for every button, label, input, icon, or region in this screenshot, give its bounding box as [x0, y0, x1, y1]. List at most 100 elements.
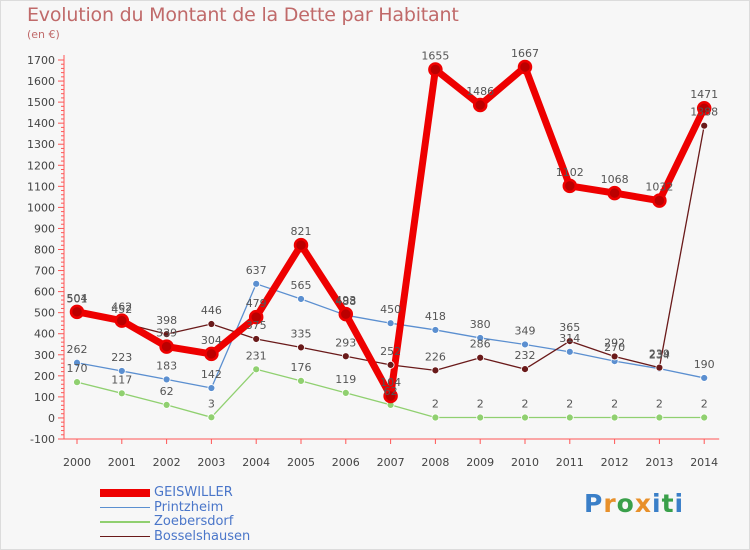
data-point [386, 360, 395, 369]
data-point [159, 339, 174, 354]
data-point [69, 304, 85, 320]
data-point [696, 100, 712, 116]
data-point [700, 374, 709, 382]
data-label: 314 [559, 332, 580, 345]
data-point [562, 178, 578, 194]
data-label: 452 [111, 303, 132, 316]
data-label: 1486 [466, 85, 494, 98]
data-point [476, 413, 485, 422]
data-point [114, 313, 130, 328]
data-point [565, 413, 574, 422]
data-label: 821 [291, 225, 312, 238]
data-label: 565 [291, 279, 312, 292]
data-label: 501 [67, 292, 88, 305]
data-point [431, 413, 440, 422]
logo-letter: i [652, 489, 662, 518]
data-point [472, 97, 488, 113]
data-point [73, 378, 81, 387]
data-label: 493 [335, 294, 356, 307]
x-tick-label: 2007 [377, 456, 405, 469]
data-label: 2 [477, 398, 484, 411]
logo-letter: o [616, 489, 635, 518]
y-tick-label: 700 [34, 265, 55, 278]
data-label: 1102 [556, 166, 584, 179]
data-point [521, 413, 529, 422]
data-label: 239 [649, 348, 670, 361]
data-point [565, 347, 574, 356]
data-label: 117 [111, 373, 132, 386]
logo-letter: r [603, 489, 617, 518]
data-label: 170 [67, 362, 88, 375]
data-point [386, 319, 395, 328]
data-point [607, 185, 622, 201]
data-label: 488 [335, 295, 356, 308]
legend-swatch [100, 521, 150, 523]
x-tick-label: 2014 [690, 456, 718, 469]
data-label: 339 [156, 327, 177, 340]
y-tick-label: 1500 [27, 96, 55, 109]
logo-letter: i [674, 489, 685, 518]
legend-swatch [100, 535, 150, 538]
data-label: 2 [701, 398, 708, 411]
data-label: 349 [515, 324, 536, 337]
unit-label: (en €) [27, 28, 60, 41]
y-tick-label: 200 [34, 370, 55, 383]
data-point [383, 388, 398, 404]
data-point [476, 353, 485, 362]
data-label: 223 [111, 351, 132, 364]
data-point [341, 352, 350, 361]
data-label: 62 [160, 385, 174, 398]
data-label: 418 [425, 310, 446, 323]
data-point [204, 346, 219, 362]
data-label: 62 [384, 385, 398, 398]
x-tick-label: 2008 [421, 456, 449, 469]
data-label: 1068 [601, 173, 629, 186]
y-tick-label: 600 [34, 286, 55, 299]
data-point [297, 343, 305, 352]
proxiti-logo: Proxiti [584, 489, 684, 518]
x-tick-label: 2004 [242, 456, 270, 469]
y-tick-label: 400 [34, 328, 55, 341]
data-point [655, 413, 664, 422]
data-point [207, 384, 216, 392]
data-label: 2 [656, 398, 663, 411]
x-tick-label: 2002 [153, 456, 181, 469]
data-point [610, 352, 619, 361]
x-tick-label: 2013 [645, 456, 673, 469]
y-tick-label: 500 [34, 307, 55, 320]
data-label: 104 [380, 376, 401, 389]
data-label: 176 [291, 361, 312, 374]
data-point [700, 413, 709, 422]
y-tick-label: 1300 [27, 138, 55, 151]
x-tick-label: 2000 [63, 456, 91, 469]
data-point [517, 59, 533, 75]
data-label: 462 [111, 301, 132, 314]
x-tick-label: 2003 [197, 456, 225, 469]
x-tick-label: 2009 [466, 456, 494, 469]
x-tick-label: 2006 [332, 456, 360, 469]
logo-letter: t [661, 489, 675, 518]
data-label: 1032 [645, 181, 673, 194]
data-point [565, 337, 574, 345]
data-point [655, 363, 664, 372]
y-tick-label: 300 [34, 349, 55, 362]
data-label: 2 [432, 398, 439, 411]
data-label: 226 [425, 350, 446, 363]
data-point [476, 334, 485, 342]
data-label: 183 [156, 359, 177, 372]
data-label: 270 [604, 341, 625, 354]
data-label: 231 [246, 349, 267, 362]
data-point [252, 279, 261, 288]
x-tick-label: 2001 [108, 456, 136, 469]
data-label: 1471 [690, 88, 718, 101]
data-point [252, 335, 261, 343]
data-label: 450 [380, 303, 401, 316]
data-label: 119 [335, 373, 356, 386]
data-label: 2 [522, 398, 529, 411]
legend-swatch [100, 506, 150, 509]
data-label: 2 [611, 398, 618, 411]
data-label: 375 [246, 319, 267, 332]
data-point [162, 330, 171, 339]
data-point [117, 367, 126, 375]
y-tick-label: 900 [34, 222, 55, 235]
